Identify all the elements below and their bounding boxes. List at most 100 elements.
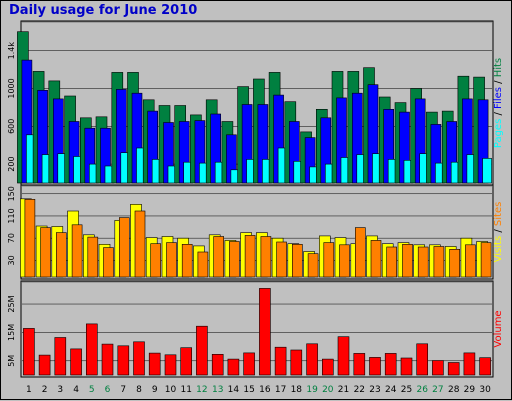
bar-sites-day-23 bbox=[370, 240, 382, 278]
panel-volume-tick-label: 5M bbox=[7, 355, 16, 367]
bar-volume-day-11 bbox=[180, 347, 192, 376]
bar-sites-day-24 bbox=[386, 246, 398, 278]
bar-volume-day-19 bbox=[306, 343, 318, 376]
bar-sites-day-20 bbox=[323, 242, 335, 278]
bar-volume-day-18 bbox=[290, 349, 303, 376]
bar-sites-day-6 bbox=[103, 247, 114, 278]
legend-entry: Volume bbox=[493, 310, 504, 347]
bar-volume-day-27 bbox=[432, 360, 444, 376]
panel-visits-tick-label: 30 bbox=[7, 255, 16, 265]
bar-sites-day-5 bbox=[87, 236, 99, 278]
x-tick-label-day-5: 5 bbox=[89, 385, 95, 395]
panel-volume-tick-label: 25M bbox=[7, 295, 16, 312]
bar-sites-day-26 bbox=[417, 246, 429, 278]
bar-volume-day-2 bbox=[38, 354, 51, 376]
bar-volume-day-29 bbox=[463, 352, 476, 376]
x-tick-label-day-20: 20 bbox=[322, 385, 334, 395]
bar-volume-day-20 bbox=[321, 358, 334, 376]
legend-entry: / bbox=[493, 77, 504, 87]
bar-sites-day-9 bbox=[150, 243, 161, 278]
x-tick-label-day-26: 26 bbox=[416, 385, 428, 395]
bar-sites-day-22 bbox=[354, 227, 366, 278]
x-tick-label-day-19: 19 bbox=[306, 385, 318, 395]
bar-sites-day-16 bbox=[260, 236, 272, 278]
x-tick-label-day-27: 27 bbox=[432, 385, 443, 395]
x-tick-label-day-30: 30 bbox=[479, 385, 491, 395]
bar-volume-day-5 bbox=[86, 323, 98, 376]
bar-sites-day-11 bbox=[181, 244, 193, 278]
legend-entry: Pages bbox=[493, 119, 504, 148]
bar-sites-day-25 bbox=[402, 244, 413, 278]
x-tick-label-day-16: 16 bbox=[259, 385, 271, 395]
x-tick-label-day-18: 18 bbox=[291, 385, 303, 395]
x-tick-label-day-13: 13 bbox=[212, 385, 223, 395]
bar-volume-day-8 bbox=[133, 341, 145, 376]
bar-volume-day-9 bbox=[148, 352, 161, 376]
chart-title: Daily usage for June 2010 bbox=[9, 3, 198, 18]
legend-entry: / bbox=[493, 109, 504, 119]
legend-entry: Hits bbox=[493, 58, 504, 77]
x-tick-label-day-25: 25 bbox=[401, 385, 412, 395]
bar-sites-day-2 bbox=[40, 227, 51, 278]
bar-sites-day-3 bbox=[55, 232, 67, 278]
bar-sites-day-13 bbox=[213, 236, 224, 278]
x-tick-label-day-17: 17 bbox=[275, 385, 286, 395]
x-tick-label-day-28: 28 bbox=[448, 385, 460, 395]
bar-volume-day-7 bbox=[117, 345, 130, 376]
x-tick-label-day-2: 2 bbox=[42, 385, 48, 395]
bar-sites-day-7 bbox=[119, 217, 130, 278]
panel-hits-tick-label: 1000 bbox=[7, 78, 16, 98]
legend-entry: Sites bbox=[493, 202, 504, 226]
legend-entry: Visits bbox=[493, 236, 504, 263]
bar-volume-day-10 bbox=[164, 354, 177, 376]
panel-volume-legend: Volume bbox=[493, 310, 504, 347]
x-tick-label-day-22: 22 bbox=[354, 385, 365, 395]
x-tick-label-day-29: 29 bbox=[464, 385, 476, 395]
x-tick-label-day-9: 9 bbox=[152, 385, 158, 395]
legend-entry: / bbox=[493, 226, 504, 236]
x-tick-label-day-10: 10 bbox=[165, 385, 177, 395]
x-tick-label-day-21: 21 bbox=[338, 385, 349, 395]
bar-volume-day-16 bbox=[259, 288, 271, 376]
bar-sites-day-18 bbox=[291, 244, 303, 278]
bar-volume-day-3 bbox=[54, 337, 67, 376]
bar-sites-day-10 bbox=[166, 242, 177, 278]
bar-volume-day-22 bbox=[353, 353, 366, 376]
bar-sites-day-15 bbox=[244, 235, 256, 278]
bar-volume-day-6 bbox=[101, 343, 114, 376]
bar-sites-day-30 bbox=[480, 242, 492, 278]
x-tick-label-day-23: 23 bbox=[369, 385, 380, 395]
bar-sites-day-17 bbox=[276, 241, 287, 278]
bar-sites-day-27 bbox=[433, 246, 445, 278]
bar-sites-day-21 bbox=[339, 244, 350, 278]
bar-volume-day-15 bbox=[243, 352, 255, 376]
x-tick-label-day-11: 11 bbox=[180, 385, 191, 395]
bar-sites-day-28 bbox=[449, 249, 461, 278]
panel-visits-tick-label: 70 bbox=[7, 233, 16, 243]
x-tick-label-day-6: 6 bbox=[105, 385, 111, 395]
bar-sites-day-12 bbox=[197, 251, 209, 278]
bar-sites-day-29 bbox=[465, 244, 476, 278]
bar-sites-day-4 bbox=[71, 224, 83, 278]
x-tick-label-day-24: 24 bbox=[385, 385, 397, 395]
bar-volume-day-26 bbox=[416, 343, 429, 376]
bar-volume-day-1 bbox=[23, 328, 35, 376]
bar-sites-day-1 bbox=[24, 199, 36, 278]
x-tick-label-day-3: 3 bbox=[57, 385, 63, 395]
x-tick-label-day-12: 12 bbox=[196, 385, 207, 395]
bar-volume-day-30 bbox=[479, 357, 491, 376]
bar-volume-day-13 bbox=[211, 353, 224, 376]
bar-volume-day-23 bbox=[369, 357, 381, 376]
bar-pages-day-30 bbox=[482, 158, 492, 184]
bar-sites-day-19 bbox=[307, 253, 319, 278]
bar-volume-day-28 bbox=[447, 362, 460, 376]
panel-hits-legend: Pages / Files / Hits bbox=[493, 58, 504, 148]
bar-volume-day-4 bbox=[70, 348, 82, 376]
bar-volume-day-24 bbox=[384, 353, 397, 376]
panel-volume-tick-label: 15M bbox=[7, 324, 16, 341]
bar-volume-day-12 bbox=[196, 325, 208, 376]
x-tick-label-day-4: 4 bbox=[73, 385, 79, 395]
legend-entry: Files bbox=[493, 87, 504, 109]
